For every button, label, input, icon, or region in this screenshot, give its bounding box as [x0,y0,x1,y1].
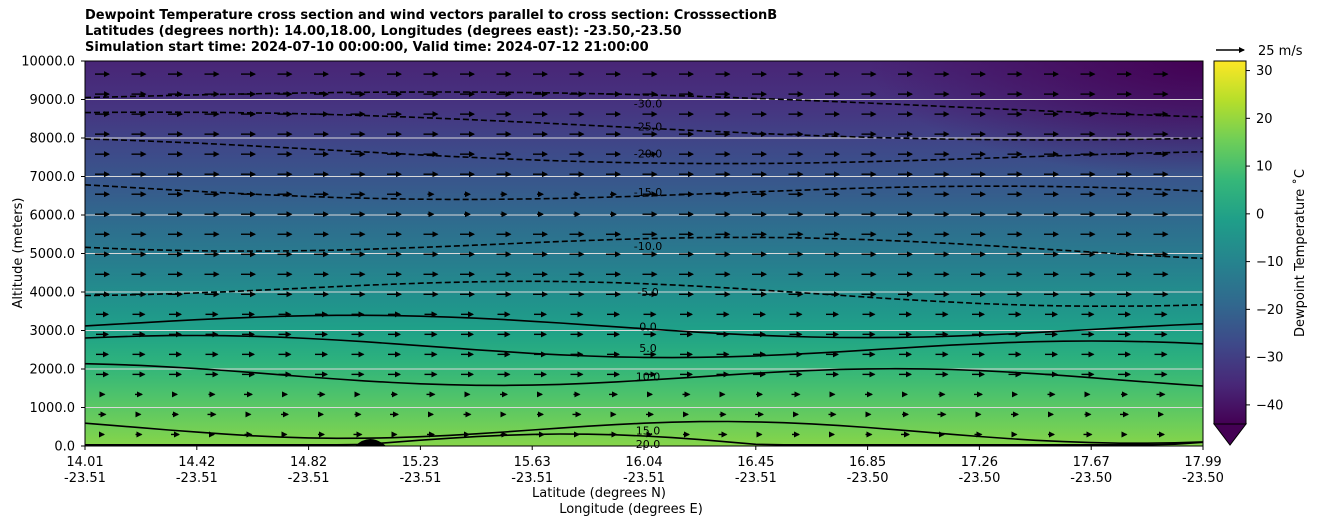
x-tick-label-lon: -23.51 [176,471,218,486]
y-tick-label: 4000.0 [30,286,76,301]
y-tick-label: 2000.0 [30,363,76,378]
y-tick-label: 1000.0 [30,401,76,416]
contour-label: -5.0 [637,286,658,299]
contour-line [84,280,1204,307]
contour-lines: -30.0 -25.0 -20.0 -15.0 -10.0 -5.0 0.0 5.0 10.0 1… [84,91,1204,451]
contour-line [84,420,1204,444]
colorbar-tick-label: 0 [1256,207,1264,222]
contour-label: -10.0 [634,240,662,253]
colorbar: −40 −30 −20 −10 0 10 20 30 Dewpoint Temperature… [1212,60,1308,446]
colorbar-tick-label: −30 [1256,351,1283,366]
contour-line [84,184,1204,201]
y-tick-label: 6000.0 [30,209,76,224]
y-tick-label: 0.0 [54,440,75,455]
x-axis: 14.01-23.5114.42-23.5114.82-23.5115.23-2… [64,446,1224,486]
colorbar-tick-label: −20 [1256,303,1283,318]
contour-line [84,111,1204,141]
x-tick-label-lon: -23.50 [847,471,889,486]
contour-label: 15.0 [636,425,661,438]
x-tick-label-lon: -23.50 [1182,471,1224,486]
terrain [355,439,386,446]
contour-label: 20.0 [636,438,661,451]
colorbar-ticks: −40 −30 −20 −10 0 10 20 30 [1246,64,1283,413]
x-tick-label-lon: -23.51 [288,471,330,486]
x-tick-label-lat: 14.42 [178,455,215,470]
contour-label: 5.0 [639,342,657,355]
x-tick-label-lat: 17.99 [1184,455,1221,470]
y-tick-label: 5000.0 [30,247,76,262]
x-tick-label-lat: 17.26 [961,455,998,470]
x-tick-label-lat: 14.01 [66,455,103,470]
quiver-key: 25 m/s [1216,44,1303,59]
x-tick-label-lat: 16.85 [849,455,886,470]
contour-line [84,314,1204,339]
y-axis: 0.0 1000.0 2000.0 3000.0 4000.0 5000.0 6000.0 7… [21,55,85,455]
x-tick-label-lon: -23.51 [623,471,665,486]
wind-vectors [95,71,1169,438]
colorbar-tick-label: 30 [1256,64,1273,79]
colorbar-label: Dewpoint Temperature ˚C [1292,169,1308,337]
gridlines [85,99,1203,408]
colorbar-gradient [1213,60,1247,425]
contour-line [84,334,1204,359]
contour-label: -15.0 [634,186,662,199]
contour-line [84,91,1204,118]
y-tick-label: 3000.0 [30,324,76,339]
x-tick-label-lat: 14.82 [290,455,327,470]
contour-label: 10.0 [636,371,661,384]
contour-label: -20.0 [634,147,662,160]
x-tick-label-lat: 15.63 [514,455,551,470]
contour-line [85,433,1204,446]
y-tick-label: 9000.0 [30,93,76,108]
x-tick-label-lon: -23.50 [958,471,1000,486]
contour-line [84,138,1204,165]
x-tick-label-lat: 15.23 [402,455,439,470]
chart-subtitle-times: Simulation start time: 2024-07-10 00:00:… [85,40,649,55]
x-tick-label-lon: -23.51 [64,471,106,486]
y-tick-label: 10000.0 [21,55,75,70]
y-axis-label: Altitude (meters) [11,198,26,309]
y-tick-label: 8000.0 [30,132,76,147]
contour-label: -25.0 [634,120,662,133]
x-tick-label-lon: -23.51 [735,471,777,486]
contour-line [84,236,1204,260]
contour-label: 0.0 [639,321,657,334]
x-axis-label-secondary: Longitude (degrees E) [559,502,703,517]
y-tick-label: 7000.0 [30,170,76,185]
colorbar-tick-label: 20 [1256,112,1273,127]
contour-label: -30.0 [634,97,662,110]
x-tick-label-lat: 16.04 [625,455,662,470]
x-axis-label: Latitude (degrees N) [532,486,666,501]
quiver-key-label: 25 m/s [1258,44,1303,59]
contour-line [84,362,1204,387]
x-tick-label-lon: -23.51 [511,471,553,486]
chart-subtitle-latlon: Latitudes (degrees north): 14.00,18.00, … [85,24,682,39]
x-tick-label-lat: 16.45 [737,455,774,470]
colorbar-tick-label: 10 [1256,160,1273,175]
x-tick-label-lon: -23.51 [399,471,441,486]
x-tick-label-lon: -23.50 [1070,471,1112,486]
colorbar-tick-label: −40 [1256,398,1283,413]
chart-title: Dewpoint Temperature cross section and w… [85,8,778,23]
x-tick-label-lat: 17.67 [1073,455,1110,470]
colorbar-extend-triangle [1212,423,1248,446]
colorbar-tick-label: −10 [1256,255,1283,270]
